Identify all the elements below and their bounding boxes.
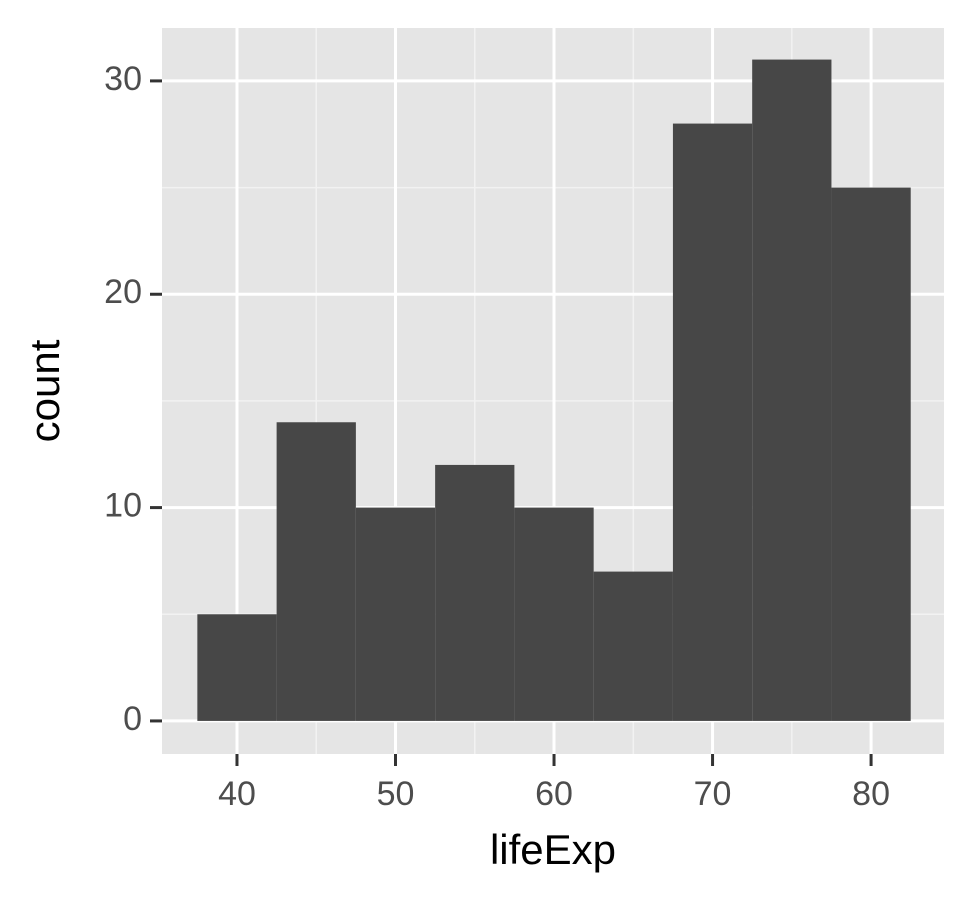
bar: [672, 123, 753, 721]
bar: [514, 507, 594, 721]
y-axis-title: count: [21, 339, 68, 442]
bars: [197, 59, 911, 721]
bar: [752, 59, 832, 721]
x-tick-label: 60: [535, 775, 573, 813]
x-tick-label: 80: [852, 775, 890, 813]
y-tick-label: 20: [104, 273, 142, 311]
bar: [276, 422, 356, 721]
x-axis-title: lifeExp: [490, 826, 616, 873]
bar: [197, 614, 277, 721]
y-tick-label: 0: [123, 700, 142, 738]
bar: [593, 571, 673, 721]
bar: [435, 464, 515, 721]
bar: [831, 187, 911, 721]
x-tick-label: 50: [377, 775, 415, 813]
x-tick-label: 70: [694, 775, 732, 813]
bar: [355, 507, 436, 721]
axes: 0 10 20 30 40 50 60 70 80: [104, 60, 890, 813]
x-tick-label: 40: [218, 775, 256, 813]
y-tick-label: 30: [104, 60, 142, 98]
y-tick-label: 10: [104, 487, 142, 525]
